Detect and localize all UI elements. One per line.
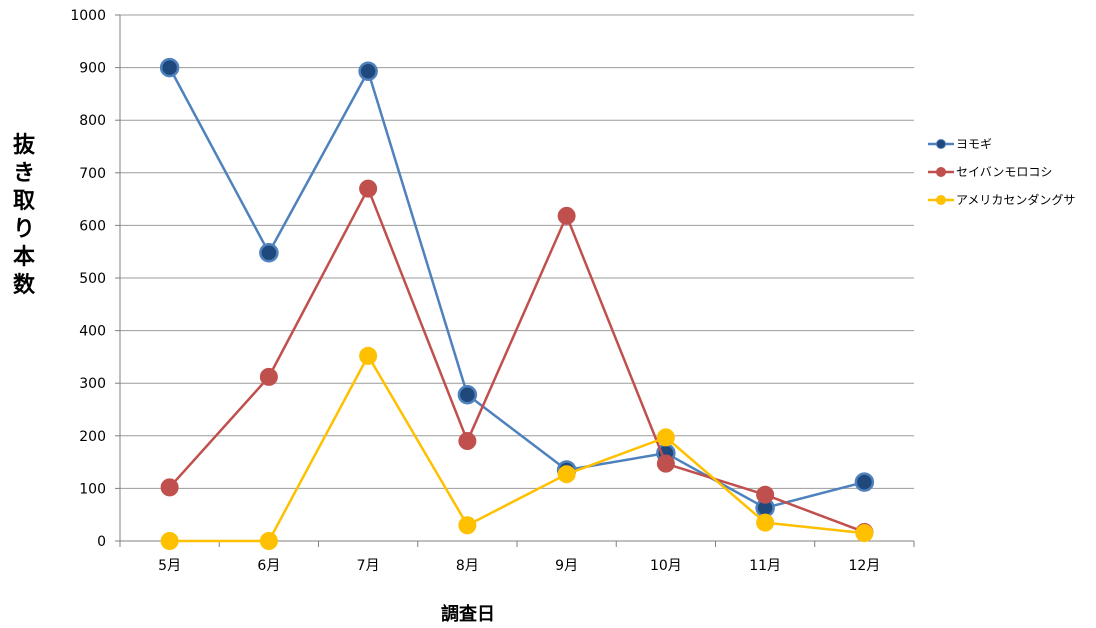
data-point (458, 516, 477, 535)
x-tick-label: 8月 (456, 558, 479, 574)
x-tick-label: 12月 (848, 558, 880, 574)
data-point (458, 432, 477, 451)
legend-marker (936, 195, 946, 205)
y-tick-label: 0 (97, 534, 106, 550)
legend-item: セイバンモロコシ (928, 165, 1052, 179)
gridlines (120, 14, 914, 489)
data-point (756, 513, 775, 532)
data-point (756, 485, 775, 504)
data-point (557, 206, 576, 225)
data-point (656, 454, 675, 473)
y-tick-label: 600 (79, 218, 106, 234)
series-group (159, 57, 875, 550)
x-tick-label: 7月 (357, 558, 380, 574)
data-point (160, 478, 179, 497)
y-axis-title: 抜き取り本数 (13, 133, 36, 298)
data-point (359, 346, 378, 365)
x-tick-label: 5月 (158, 558, 181, 574)
y-tick-label: 700 (79, 166, 106, 182)
y-tick-label: 800 (79, 113, 106, 129)
y-tick-label: 400 (79, 324, 106, 340)
data-point (259, 243, 279, 263)
x-tick-label: 10月 (650, 558, 682, 574)
y-tick-label: 200 (79, 429, 106, 445)
y-tick-label: 300 (79, 376, 106, 392)
y-tick-label: 100 (79, 481, 106, 497)
y-tick-label: 900 (79, 61, 106, 77)
data-point (259, 532, 278, 550)
legend-item: ヨモギ (928, 137, 992, 151)
legend-item: アメリカセンダングサ (928, 192, 1075, 207)
data-point (159, 57, 180, 78)
data-point (358, 61, 378, 82)
legend-label: アメリカセンダングサ (956, 192, 1075, 207)
data-point (259, 367, 278, 386)
y-tick-label: 1000 (70, 8, 106, 24)
legend-marker (936, 167, 946, 177)
y-axis-ticks: 0 100 200 300 400 500 600 700 800 900 1000 (70, 8, 120, 550)
x-axis-ticks: 5月 6月 7月 8月 9月 10月 11月 12月 (119, 541, 915, 574)
legend-marker (936, 139, 946, 149)
x-tick-label: 11月 (749, 558, 781, 574)
data-point (854, 472, 875, 492)
data-point (457, 385, 478, 405)
series-line (168, 67, 865, 510)
y-tick-label: 500 (79, 271, 106, 287)
x-tick-label: 9月 (555, 558, 578, 574)
series-2 (160, 179, 874, 542)
series-1 (159, 57, 875, 518)
legend-label: ヨモギ (956, 137, 992, 151)
series-3 (160, 346, 874, 550)
data-point (160, 532, 179, 550)
x-tick-label: 6月 (257, 558, 280, 574)
data-point (359, 179, 378, 198)
data-point (855, 524, 874, 543)
series-line (168, 187, 865, 534)
series-line (169, 354, 865, 543)
legend-label: セイバンモロコシ (956, 165, 1052, 179)
data-point (557, 465, 576, 484)
x-axis-title: 調査日 (441, 603, 495, 625)
data-point (656, 428, 675, 447)
